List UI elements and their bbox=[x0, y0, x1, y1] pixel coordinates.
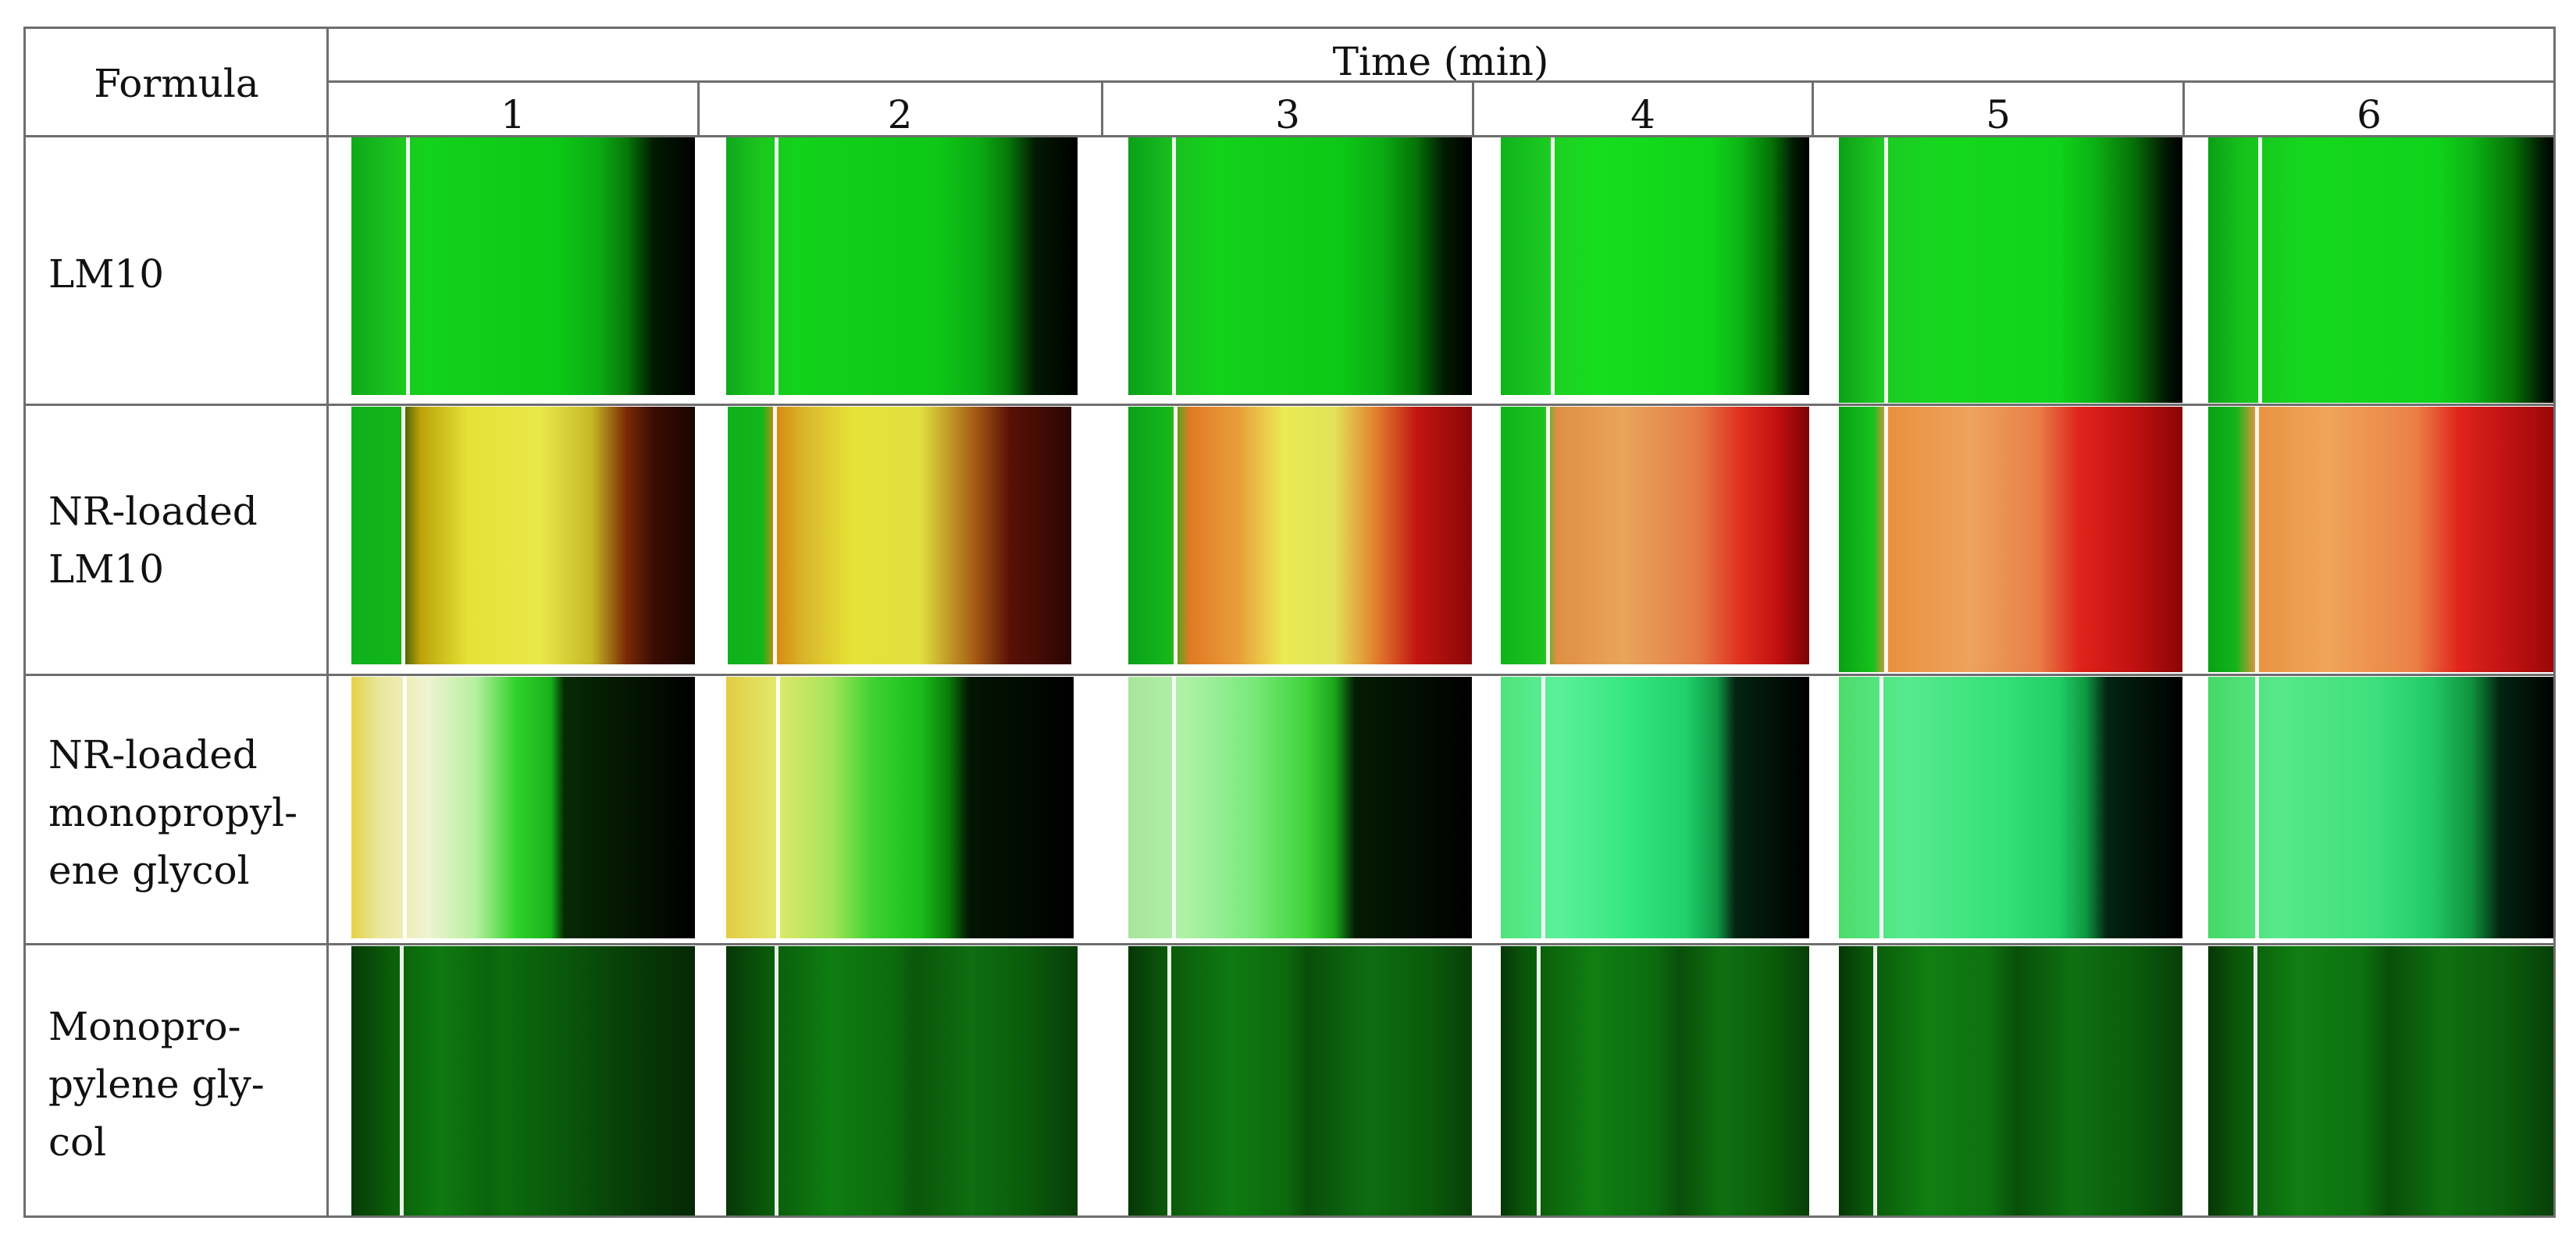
row-label-line: NR-loaded bbox=[48, 732, 258, 778]
table-right-rule bbox=[2553, 27, 2556, 1218]
micrograph-nr-mpg-t6 bbox=[2208, 677, 2556, 938]
micrograph-mpg-t5 bbox=[1839, 946, 2182, 1215]
row-label-line: pylene gly- bbox=[48, 1062, 265, 1107]
row-label-line: NR-loaded bbox=[48, 489, 258, 534]
column-rule bbox=[697, 80, 700, 137]
time-point-6: 6 bbox=[2357, 92, 2382, 137]
time-point-4: 4 bbox=[1630, 92, 1655, 137]
micrograph-lm10-t3 bbox=[1128, 137, 1472, 395]
time-header: Time (min) bbox=[1332, 39, 1549, 84]
time-point-2: 2 bbox=[887, 92, 913, 137]
label-column-rule bbox=[326, 27, 329, 1218]
row-label-line: ene glycol bbox=[48, 848, 250, 893]
time-point-3: 3 bbox=[1275, 92, 1300, 137]
formula-header: Formula bbox=[94, 61, 259, 106]
header-bottom-rule bbox=[23, 135, 2556, 137]
row-rule bbox=[23, 674, 2556, 676]
micrograph-nr-mpg-t3 bbox=[1128, 677, 1472, 938]
row-label-line: Monopro- bbox=[48, 1004, 241, 1049]
row-label-lm10: LM10 bbox=[48, 245, 164, 303]
table-bottom-rule bbox=[23, 1215, 2556, 1218]
row-label-nr-loaded-monopropylene-glycol: NR-loaded monopropyl- ene glycol bbox=[48, 726, 298, 899]
column-rule bbox=[1472, 80, 1474, 137]
micrograph-lm10-t5 bbox=[1839, 137, 2182, 403]
micrograph-nr-lm10-t3 bbox=[1128, 407, 1472, 664]
row-rule bbox=[23, 404, 2556, 406]
micrograph-nr-lm10-t5 bbox=[1839, 407, 2182, 672]
column-rule bbox=[1812, 80, 1814, 137]
micrograph-nr-mpg-t5 bbox=[1839, 677, 2182, 938]
micrograph-mpg-t3 bbox=[1128, 946, 1472, 1215]
column-rule bbox=[1101, 80, 1103, 137]
time-subheader-rule bbox=[328, 80, 2556, 83]
row-label-line: LM10 bbox=[48, 546, 165, 592]
row-label-line: col bbox=[48, 1119, 107, 1165]
row-label-line: monopropyl- bbox=[48, 790, 298, 835]
row-label-monopropylene-glycol: Monopro- pylene gly- col bbox=[48, 998, 265, 1171]
column-rule bbox=[2182, 80, 2185, 137]
micrograph-lm10-t2 bbox=[726, 137, 1078, 395]
micrograph-nr-lm10-t2 bbox=[728, 407, 1071, 664]
row-label-line: LM10 bbox=[48, 251, 165, 297]
micrograph-mpg-t1 bbox=[351, 946, 695, 1215]
micrograph-nr-mpg-t1 bbox=[351, 677, 695, 938]
micrograph-lm10-t6 bbox=[2208, 137, 2556, 403]
table-top-rule bbox=[23, 27, 2556, 29]
micrograph-mpg-t4 bbox=[1501, 946, 1809, 1215]
micrograph-lm10-t4 bbox=[1501, 137, 1809, 395]
micrograph-mpg-t6 bbox=[2208, 946, 2556, 1215]
time-point-5: 5 bbox=[1986, 92, 2011, 137]
micrograph-nr-lm10-t6 bbox=[2208, 407, 2556, 672]
micrograph-nr-mpg-t4 bbox=[1501, 677, 1809, 938]
time-point-1: 1 bbox=[501, 92, 526, 137]
micrograph-lm10-t1 bbox=[351, 137, 695, 395]
micrograph-nr-mpg-t2 bbox=[726, 677, 1074, 938]
row-rule bbox=[23, 943, 2556, 945]
micrograph-nr-lm10-t1 bbox=[351, 407, 695, 664]
micrograph-nr-lm10-t4 bbox=[1501, 407, 1809, 664]
micrograph-mpg-t2 bbox=[726, 946, 1078, 1215]
table-left-rule bbox=[23, 27, 26, 1218]
row-label-nr-loaded-lm10: NR-loaded LM10 bbox=[48, 482, 258, 598]
